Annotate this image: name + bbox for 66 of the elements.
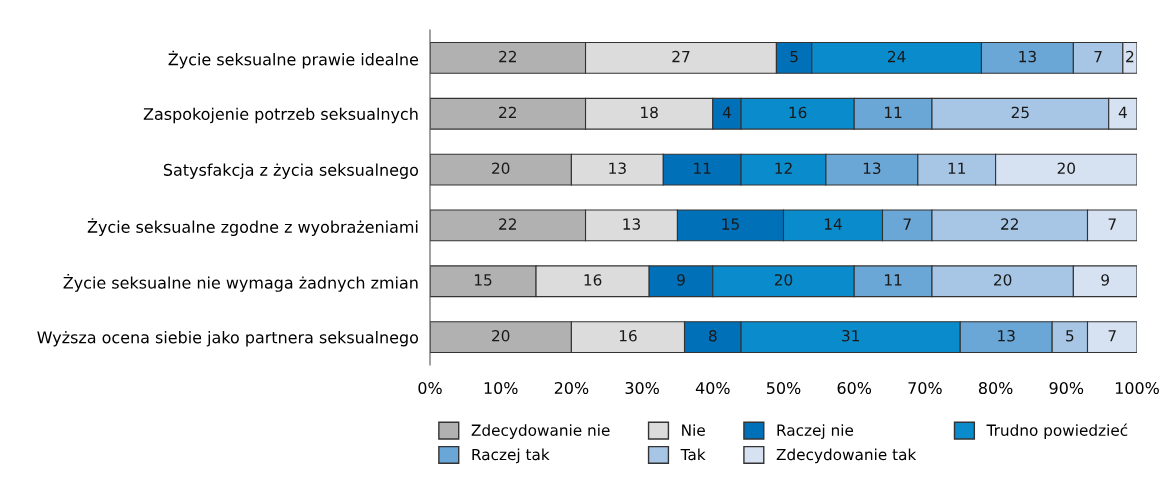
x-tick-label: 10% — [484, 381, 518, 395]
data-label: 13 — [1019, 50, 1036, 63]
data-label: 7 — [1108, 330, 1116, 342]
data-label: 13 — [998, 329, 1015, 342]
data-label: 4 — [1118, 106, 1127, 118]
data-label: 4 — [722, 106, 731, 118]
data-label: 2 — [1126, 50, 1134, 63]
legend-label: Trudno powiedzieć — [986, 423, 1128, 439]
legend-label: Raczej nie — [777, 424, 854, 439]
data-label: 9 — [677, 274, 685, 286]
x-tick-label: 90% — [1049, 381, 1084, 395]
data-label: 16 — [789, 106, 807, 119]
data-label: 20 — [774, 274, 793, 286]
data-label: 27 — [672, 50, 690, 63]
x-tick-label: 20% — [554, 381, 589, 395]
x-tick-label: 60% — [837, 381, 872, 395]
data-label: 13 — [609, 162, 626, 175]
x-tick-label: 30% — [625, 381, 659, 395]
x-tick-label: 100% — [1115, 381, 1159, 395]
data-label: 20 — [492, 162, 510, 175]
data-label: 11 — [948, 162, 966, 174]
data-label: 13 — [623, 218, 640, 230]
data-label: 20 — [492, 329, 510, 342]
data-label: 22 — [499, 50, 516, 63]
data-label: 11 — [885, 106, 902, 118]
data-label: 16 — [619, 329, 637, 342]
data-label: 15 — [722, 218, 739, 230]
data-label: 13 — [863, 162, 881, 175]
data-label: 24 — [888, 50, 906, 63]
data-label: 20 — [1057, 162, 1076, 175]
data-label: 7 — [903, 218, 911, 230]
x-tick-label: 0% — [418, 381, 442, 395]
y-tick-label: Satysfakcja z życia seksualnego — [163, 163, 419, 179]
data-label: 11 — [694, 162, 711, 174]
data-label: 22 — [1001, 218, 1018, 230]
legend-label: Zdecydowanie tak — [776, 448, 917, 464]
data-label: 15 — [474, 274, 492, 286]
data-label: 22 — [499, 218, 516, 230]
x-tick-label: 40% — [695, 381, 730, 395]
data-label: 5 — [790, 50, 798, 63]
data-label: 22 — [499, 106, 516, 118]
data-label: 12 — [775, 162, 792, 174]
y-tick-label: Wyższa ocena siebie jako partnera seksualnego — [37, 331, 419, 347]
x-tick-label: 80% — [978, 381, 1013, 395]
data-label: 31 — [842, 329, 859, 342]
data-label: 14 — [824, 218, 842, 230]
data-label: 20 — [994, 274, 1012, 286]
data-label: 8 — [708, 329, 717, 342]
data-label: 7 — [1108, 218, 1116, 230]
y-tick-label: Życie seksualne zgodne z wyobrażeniami — [87, 218, 418, 237]
x-tick-label: 50% — [766, 381, 801, 395]
x-tick-label: 70% — [908, 381, 942, 395]
data-label: 7 — [1094, 50, 1102, 63]
legend-label: Tak — [680, 448, 706, 461]
legend-label: Raczej tak — [472, 448, 550, 464]
data-label: 5 — [1066, 330, 1074, 342]
legend-label: Zdecydowanie nie — [471, 424, 610, 439]
data-label: 11 — [885, 274, 902, 286]
y-tick-label: Życie seksualne nie wymaga żadnych zmian — [63, 273, 418, 292]
data-label: 18 — [641, 106, 658, 119]
data-label: 9 — [1101, 274, 1109, 286]
y-tick-label: Życie seksualne prawie idealne — [168, 50, 419, 69]
data-label: 25 — [1011, 106, 1029, 119]
data-label: 16 — [584, 274, 602, 286]
y-tick-label: Zaspokojenie potrzeb seksualnych — [143, 107, 418, 124]
legend-label: Nie — [682, 424, 705, 436]
